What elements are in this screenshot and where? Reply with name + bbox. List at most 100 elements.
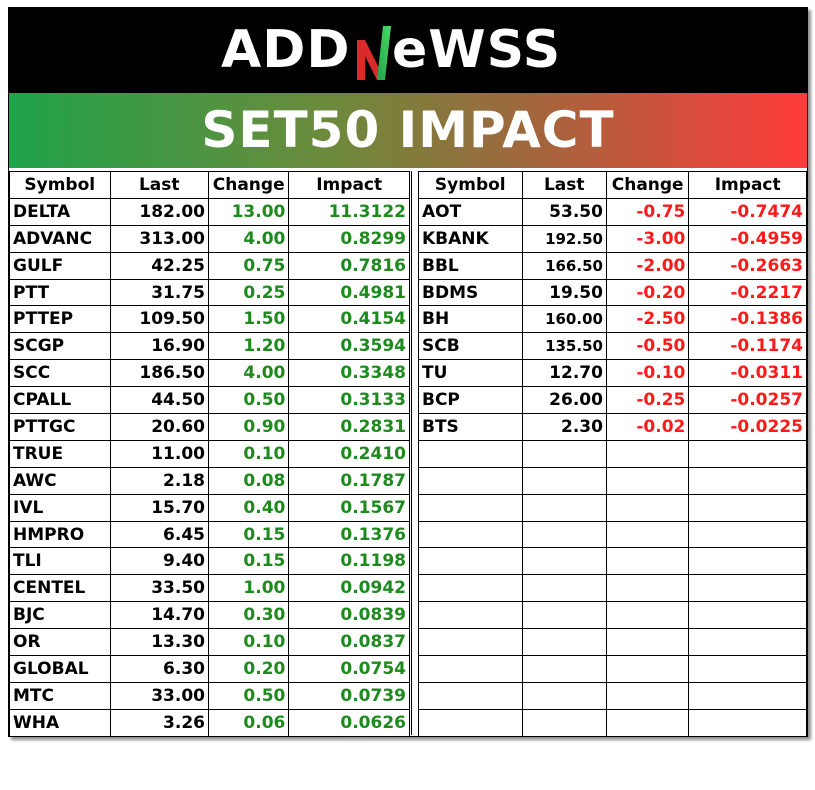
table-row: BJC 14.70 0.30 0.0839 — [9, 601, 410, 630]
table-row — [418, 574, 807, 603]
change-cell: 4.00 — [207, 359, 290, 388]
last-price-cell: 166.50 — [521, 251, 607, 280]
impact-card: ADD eWSS SET50 IMPACT Symbol Las — [8, 7, 808, 737]
symbol-cell: ADVANC — [9, 224, 111, 253]
impact-cell — [688, 439, 807, 468]
last-price-cell: 3.26 — [109, 708, 209, 737]
gainers-header-row: Symbol Last Change Impact — [9, 171, 410, 199]
symbol-cell: BDMS — [418, 278, 523, 307]
impact-cell: 0.8299 — [288, 224, 410, 253]
table-row — [418, 655, 807, 683]
symbol-cell — [418, 708, 523, 737]
change-cell: -0.10 — [605, 359, 690, 388]
last-price-cell — [521, 439, 607, 468]
table-row — [418, 439, 807, 468]
logo-n-mark-icon — [357, 26, 391, 80]
last-price-cell: 182.00 — [109, 197, 209, 226]
impact-cell: 0.1567 — [288, 493, 410, 522]
table-row: AWC 2.18 0.08 0.1787 — [9, 466, 410, 495]
table-row: TLI 9.40 0.15 0.1198 — [9, 547, 410, 576]
impact-cell: 0.1787 — [288, 466, 410, 495]
symbol-cell — [418, 628, 523, 657]
impact-cell: 0.3348 — [288, 359, 410, 388]
last-price-cell: 16.90 — [109, 332, 209, 361]
column-header-last: Last — [109, 171, 209, 199]
change-cell — [605, 439, 690, 468]
symbol-cell: CENTEL — [9, 574, 111, 603]
gainers-body: DELTA 182.00 13.00 11.3122 ADVANC 313.00 4.00 0… — [9, 197, 410, 737]
last-price-cell — [521, 493, 607, 522]
symbol-cell: AOT — [418, 197, 523, 226]
change-cell — [605, 628, 690, 657]
last-price-cell: 31.75 — [109, 278, 209, 307]
change-cell: -0.25 — [605, 386, 690, 415]
table-row: KBANK 192.50 -3.00 -0.4959 — [418, 224, 807, 253]
last-price-cell — [521, 655, 607, 683]
change-cell: 0.30 — [207, 601, 290, 630]
impact-cell: 0.0754 — [288, 655, 410, 683]
impact-cell: -0.2217 — [688, 278, 807, 307]
last-price-cell: 20.60 — [109, 413, 209, 441]
change-cell: 1.00 — [207, 574, 290, 603]
symbol-cell: BTS — [418, 413, 523, 441]
symbol-cell: SCC — [9, 359, 111, 388]
addnewss-logo: ADD eWSS — [9, 8, 807, 93]
table-row: BBL 166.50 -2.00 -0.2663 — [418, 251, 807, 280]
change-cell: 0.25 — [207, 278, 290, 307]
change-cell — [605, 520, 690, 549]
impact-cell: 0.1198 — [288, 547, 410, 576]
impact-cell: -0.2663 — [688, 251, 807, 280]
symbol-cell: BH — [418, 305, 523, 334]
impact-cell: 0.4154 — [288, 305, 410, 334]
symbol-cell: GULF — [9, 251, 111, 280]
change-cell: 0.20 — [207, 655, 290, 683]
last-price-cell: 13.30 — [109, 628, 209, 657]
symbol-cell: KBANK — [418, 224, 523, 253]
table-row: GULF 42.25 0.75 0.7816 — [9, 251, 410, 280]
table-row: SCGP 16.90 1.20 0.3594 — [9, 332, 410, 361]
symbol-cell — [418, 601, 523, 630]
symbol-cell: PTTEP — [9, 305, 111, 334]
table-row: CPALL 44.50 0.50 0.3133 — [9, 386, 410, 415]
column-header-impact: Impact — [688, 171, 807, 199]
change-cell — [605, 681, 690, 710]
change-cell: 0.90 — [207, 413, 290, 441]
change-cell: 0.50 — [207, 386, 290, 415]
table-row: MTC 33.00 0.50 0.0739 — [9, 681, 410, 710]
impact-cell: 0.3133 — [288, 386, 410, 415]
symbol-cell — [418, 574, 523, 603]
last-price-cell: 2.18 — [109, 466, 209, 495]
last-price-cell: 192.50 — [521, 224, 607, 253]
table-row: TRUE 11.00 0.10 0.2410 — [9, 439, 410, 468]
impact-cell — [688, 493, 807, 522]
last-price-cell: 15.70 — [109, 493, 209, 522]
last-price-cell: 14.70 — [109, 601, 209, 630]
last-price-cell — [521, 601, 607, 630]
losers-body: AOT 53.50 -0.75 -0.7474 KBANK 192.50 -3.00 -0.4… — [418, 197, 807, 737]
table-row: ADVANC 313.00 4.00 0.8299 — [9, 224, 410, 253]
change-cell: -2.00 — [605, 251, 690, 280]
change-cell: 0.15 — [207, 520, 290, 549]
impact-cell: 0.1376 — [288, 520, 410, 549]
impact-cell: -0.7474 — [688, 197, 807, 226]
last-price-cell: 6.45 — [109, 520, 209, 549]
table-row: SCC 186.50 4.00 0.3348 — [9, 359, 410, 388]
last-price-cell: 44.50 — [109, 386, 209, 415]
last-price-cell — [521, 466, 607, 495]
last-price-cell: 53.50 — [521, 197, 607, 226]
impact-cell: 0.0837 — [288, 628, 410, 657]
impact-cell: 0.0839 — [288, 601, 410, 630]
last-price-cell — [521, 547, 607, 576]
symbol-cell: SCB — [418, 332, 523, 361]
impact-cell: 0.2410 — [288, 439, 410, 468]
change-cell: 0.40 — [207, 493, 290, 522]
last-price-cell: 26.00 — [521, 386, 607, 415]
change-cell: 13.00 — [207, 197, 290, 226]
table-row — [418, 466, 807, 495]
change-cell — [605, 493, 690, 522]
last-price-cell — [521, 520, 607, 549]
change-cell: 1.20 — [207, 332, 290, 361]
title-banner: SET50 IMPACT — [9, 93, 807, 168]
table-row: DELTA 182.00 13.00 11.3122 — [9, 197, 410, 226]
table-row: BTS 2.30 -0.02 -0.0225 — [418, 413, 807, 441]
